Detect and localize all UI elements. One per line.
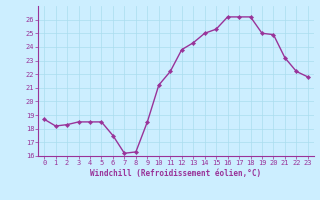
X-axis label: Windchill (Refroidissement éolien,°C): Windchill (Refroidissement éolien,°C) [91, 169, 261, 178]
